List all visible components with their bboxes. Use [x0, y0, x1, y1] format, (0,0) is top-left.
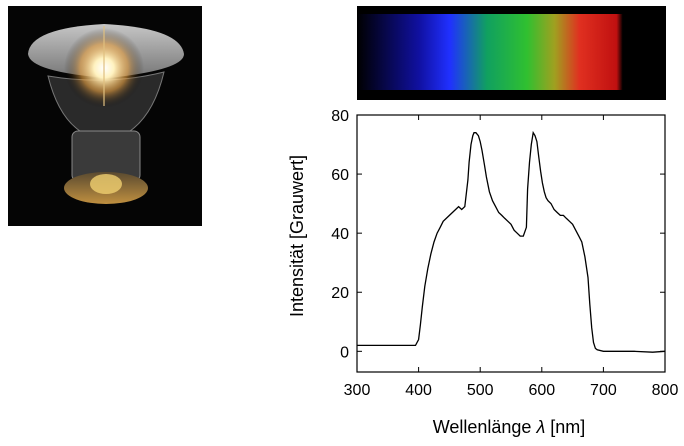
y-tick-label: 80: [331, 108, 349, 125]
plot-frame: [356, 114, 666, 373]
x-tick-label: 300: [344, 382, 371, 399]
x-axis-label: Wellenlänge λ [nm]: [433, 417, 586, 437]
x-tick-label: 400: [405, 382, 432, 399]
x-tick-label: 700: [590, 382, 617, 399]
y-tick-label: 60: [331, 167, 349, 184]
y-axis-label: Intensität [Grauwert]: [287, 155, 307, 317]
y-tick-label: 0: [340, 344, 349, 361]
y-tick-label: 40: [331, 226, 349, 243]
x-tick-label: 500: [467, 382, 494, 399]
intensity-series-line: [357, 130, 666, 353]
lamp-photo: [8, 6, 202, 226]
x-tick-label: 600: [528, 382, 555, 399]
axis-ticks: 300 400 500 600 700 800 0 20 40 60 80: [331, 108, 678, 399]
y-tick-label: 20: [331, 285, 349, 302]
spectrum-image: [357, 6, 666, 100]
x-tick-label: 800: [652, 382, 679, 399]
